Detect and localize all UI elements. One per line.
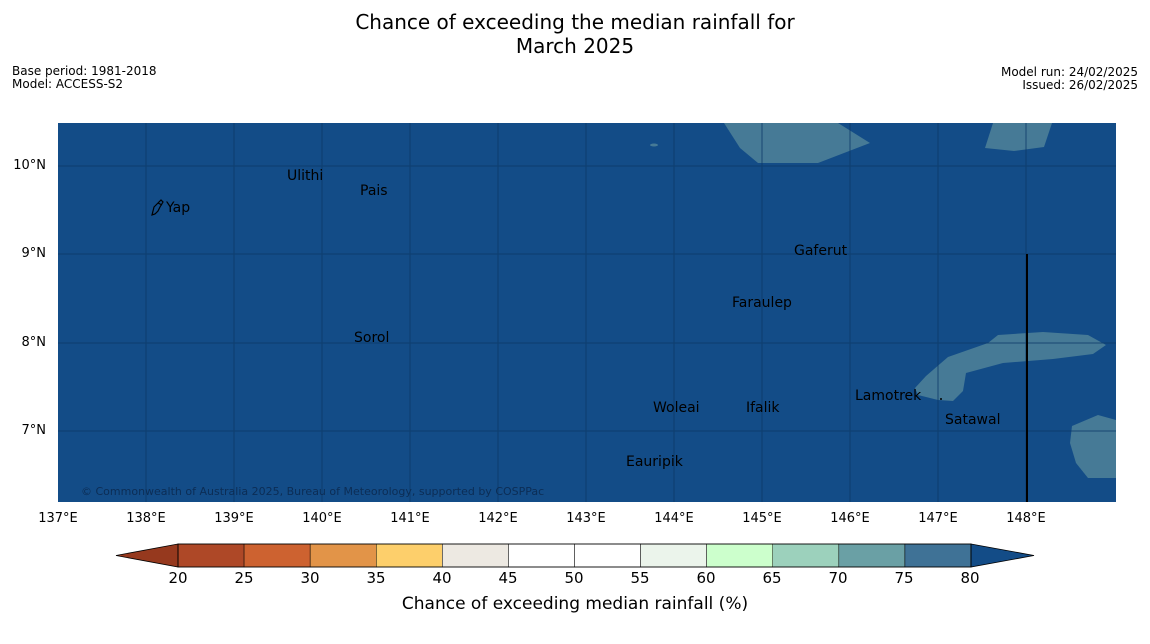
colorbar-under-arrow	[115, 543, 179, 568]
colorbar-tick-25: 25	[234, 569, 254, 587]
highlight-region-north	[724, 123, 870, 163]
place-satawal: Satawal	[945, 412, 1001, 428]
lon-label-147e: 147°E	[918, 511, 958, 526]
place-sorol: Sorol	[354, 330, 390, 346]
base-period: Base period: 1981-2018	[12, 64, 157, 78]
colorbar-segment	[772, 543, 840, 568]
colorbar-tick-65: 65	[762, 569, 782, 587]
colorbar-segment	[442, 543, 509, 568]
lon-label-138e: 138°E	[126, 511, 166, 526]
place-pais: Pais	[360, 183, 388, 199]
issued-date: Issued: 26/02/2025	[1022, 78, 1138, 92]
map-title-line1: Chance of exceeding the median rainfall …	[355, 10, 795, 34]
colorbar-segment	[706, 543, 773, 568]
colorbar-segment	[243, 543, 311, 568]
colorbar-segment	[309, 543, 377, 568]
islet-lamotrek-east	[940, 398, 942, 400]
place-yap: Yap	[166, 200, 191, 216]
colorbar-tick-70: 70	[828, 569, 848, 587]
yap-island	[151, 199, 164, 216]
colorbar-segment	[640, 543, 707, 568]
place-ulithi: Ulithi	[287, 168, 324, 184]
place-lamotrek: Lamotrek	[855, 388, 922, 404]
lon-label-137e: 137°E	[38, 511, 78, 526]
colorbar-segment	[574, 543, 641, 568]
model-run: Model run: 24/02/2025	[1000, 65, 1138, 79]
colorbar-segment	[904, 543, 972, 568]
lat-label-8n: 8°N	[21, 335, 47, 350]
tiny-islet	[650, 143, 658, 147]
colorbar-tick-75: 75	[894, 569, 914, 587]
lat-label-10n: 10°N	[13, 158, 46, 173]
highlight-region-east	[915, 332, 1106, 401]
model-name: Model: ACCESS-S2	[12, 77, 124, 91]
colorbar-tick-35: 35	[366, 569, 386, 587]
colorbar-segment	[376, 543, 443, 568]
colorbar-tick-45: 45	[498, 569, 518, 587]
colorbar-tick-50: 50	[564, 569, 584, 587]
lon-label-139e: 139°E	[214, 511, 254, 526]
place-eauripik: Eauripik	[626, 454, 683, 470]
map-area: Yap Ulithi Pais Gaferut Faraulep Sorol L…	[58, 123, 1116, 502]
colorbar-frame	[177, 543, 972, 568]
lon-label-143e: 143°E	[566, 511, 606, 526]
map-title-line2: March 2025	[515, 34, 635, 58]
lat-label-9n: 9°N	[21, 246, 47, 261]
meta-left: Base period: 1981-2018 Model: ACCESS-S2	[12, 65, 157, 91]
lon-label-148e: 148°E	[1006, 511, 1046, 526]
colorbar-tick-80: 80	[960, 569, 980, 587]
colorbar-over-arrow	[970, 543, 1035, 568]
lon-label-146e: 146°E	[830, 511, 870, 526]
colorbar-segment	[177, 543, 245, 568]
colorbar-title: Chance of exceeding median rainfall (%)	[401, 594, 749, 614]
colorbar-segment	[508, 543, 575, 568]
colorbar-segment	[838, 543, 906, 568]
place-ifalik: Ifalik	[746, 400, 780, 416]
colorbar-segments	[177, 543, 972, 568]
highlight-region-northeast	[985, 123, 1052, 151]
colorbar-tick-60: 60	[696, 569, 716, 587]
place-faraulep: Faraulep	[732, 295, 792, 311]
lon-label-142e: 142°E	[478, 511, 518, 526]
place-gaferut: Gaferut	[794, 243, 848, 259]
map-layer	[58, 123, 1116, 502]
map-title: Chance of exceeding the median rainfall …	[0, 10, 1150, 58]
colorbar-tick-55: 55	[630, 569, 650, 587]
lon-label-145e: 145°E	[742, 511, 782, 526]
meta-right: Model run: 24/02/2025 Issued: 26/02/2025	[1001, 66, 1138, 92]
lon-label-144e: 144°E	[654, 511, 694, 526]
colorbar-tick-30: 30	[300, 569, 320, 587]
colorbar-tick-40: 40	[432, 569, 452, 587]
lon-label-141e: 141°E	[390, 511, 430, 526]
lon-label-140e: 140°E	[302, 511, 342, 526]
place-woleai: Woleai	[653, 400, 700, 416]
copyright-notice: © Commonwealth of Australia 2025, Bureau…	[81, 485, 545, 498]
lat-label-7n: 7°N	[21, 423, 47, 438]
colorbar-tick-20: 20	[168, 569, 188, 587]
